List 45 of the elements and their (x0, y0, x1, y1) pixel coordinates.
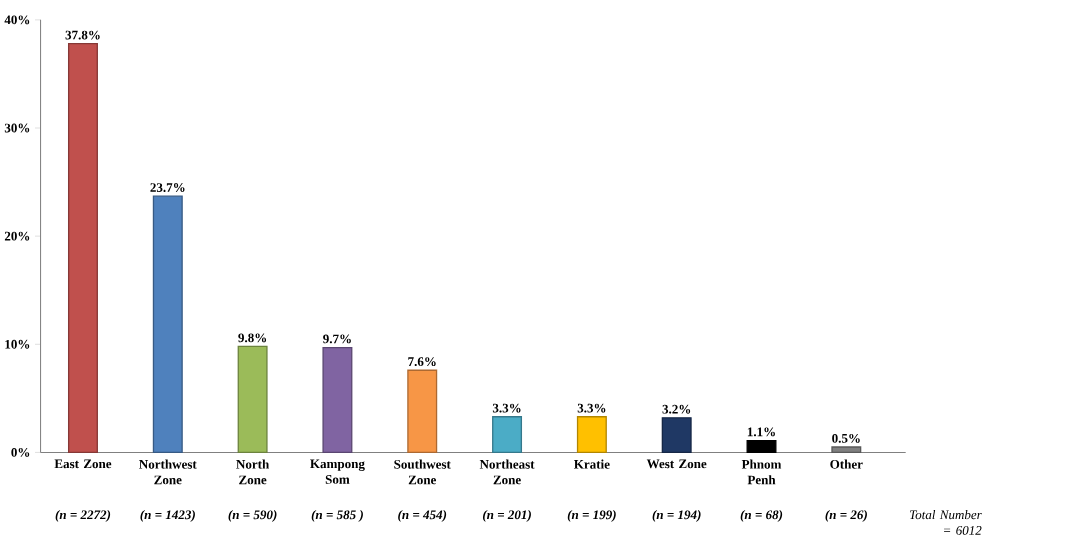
y-tick-label: 20% (4, 231, 30, 241)
text: (n = 454) (398, 509, 447, 522)
data-label: 23.7% (150, 183, 185, 192)
bar (152, 195, 183, 453)
data-label: 9.8% (238, 333, 267, 343)
x-tick-label: Northwest Zone (139, 459, 197, 485)
bar (746, 439, 777, 453)
x-tick-label: Northeast Zone (479, 459, 535, 485)
x-tick-label: Kratie (574, 459, 610, 469)
data-label: 3.2% (662, 404, 691, 414)
data-label: 7.6% (408, 357, 436, 366)
bar (407, 369, 438, 453)
y-tick-label: 30% (4, 123, 30, 133)
x-tick-label: Kampong Som (310, 459, 365, 484)
text: (n = 199) (567, 509, 616, 522)
data-label: 3.3% (492, 403, 521, 413)
data-label: 37.8% (65, 30, 100, 40)
y-tick-label: 40% (4, 15, 30, 25)
data-label: 1.1% (747, 427, 775, 437)
data-label: 0.5% (832, 433, 860, 443)
text: (n = 68) (740, 509, 783, 522)
bar (237, 345, 268, 453)
bar (576, 416, 607, 453)
x-tick-label: West Zone (646, 459, 707, 469)
text: (n = 2272) (55, 509, 111, 522)
bar (492, 416, 523, 453)
bar (67, 42, 98, 453)
text: (n = 1423) (140, 509, 195, 522)
x-tick-label: Phnom Penh (741, 459, 782, 485)
text: (n = 585 ) (311, 509, 363, 522)
data-label: 3.3% (577, 403, 606, 413)
text: (n = 194) (652, 509, 701, 522)
text: (n = 201) (482, 509, 531, 522)
x-tick-label: Other (830, 459, 863, 469)
bar (322, 346, 353, 453)
bar (661, 417, 692, 453)
x-tick-label: Southwest Zone (394, 459, 451, 485)
text: (n = 590) (228, 509, 277, 522)
x-tick-label: East Zone (54, 459, 112, 469)
text: Total Number = 6012 (909, 509, 982, 535)
data-label: 9.7% (323, 334, 351, 344)
x-tick-label: North Zone (236, 459, 270, 485)
y-tick-label: 0% (11, 447, 30, 457)
y-tick-label: 10% (5, 339, 30, 349)
text: (n = 26) (825, 509, 867, 522)
